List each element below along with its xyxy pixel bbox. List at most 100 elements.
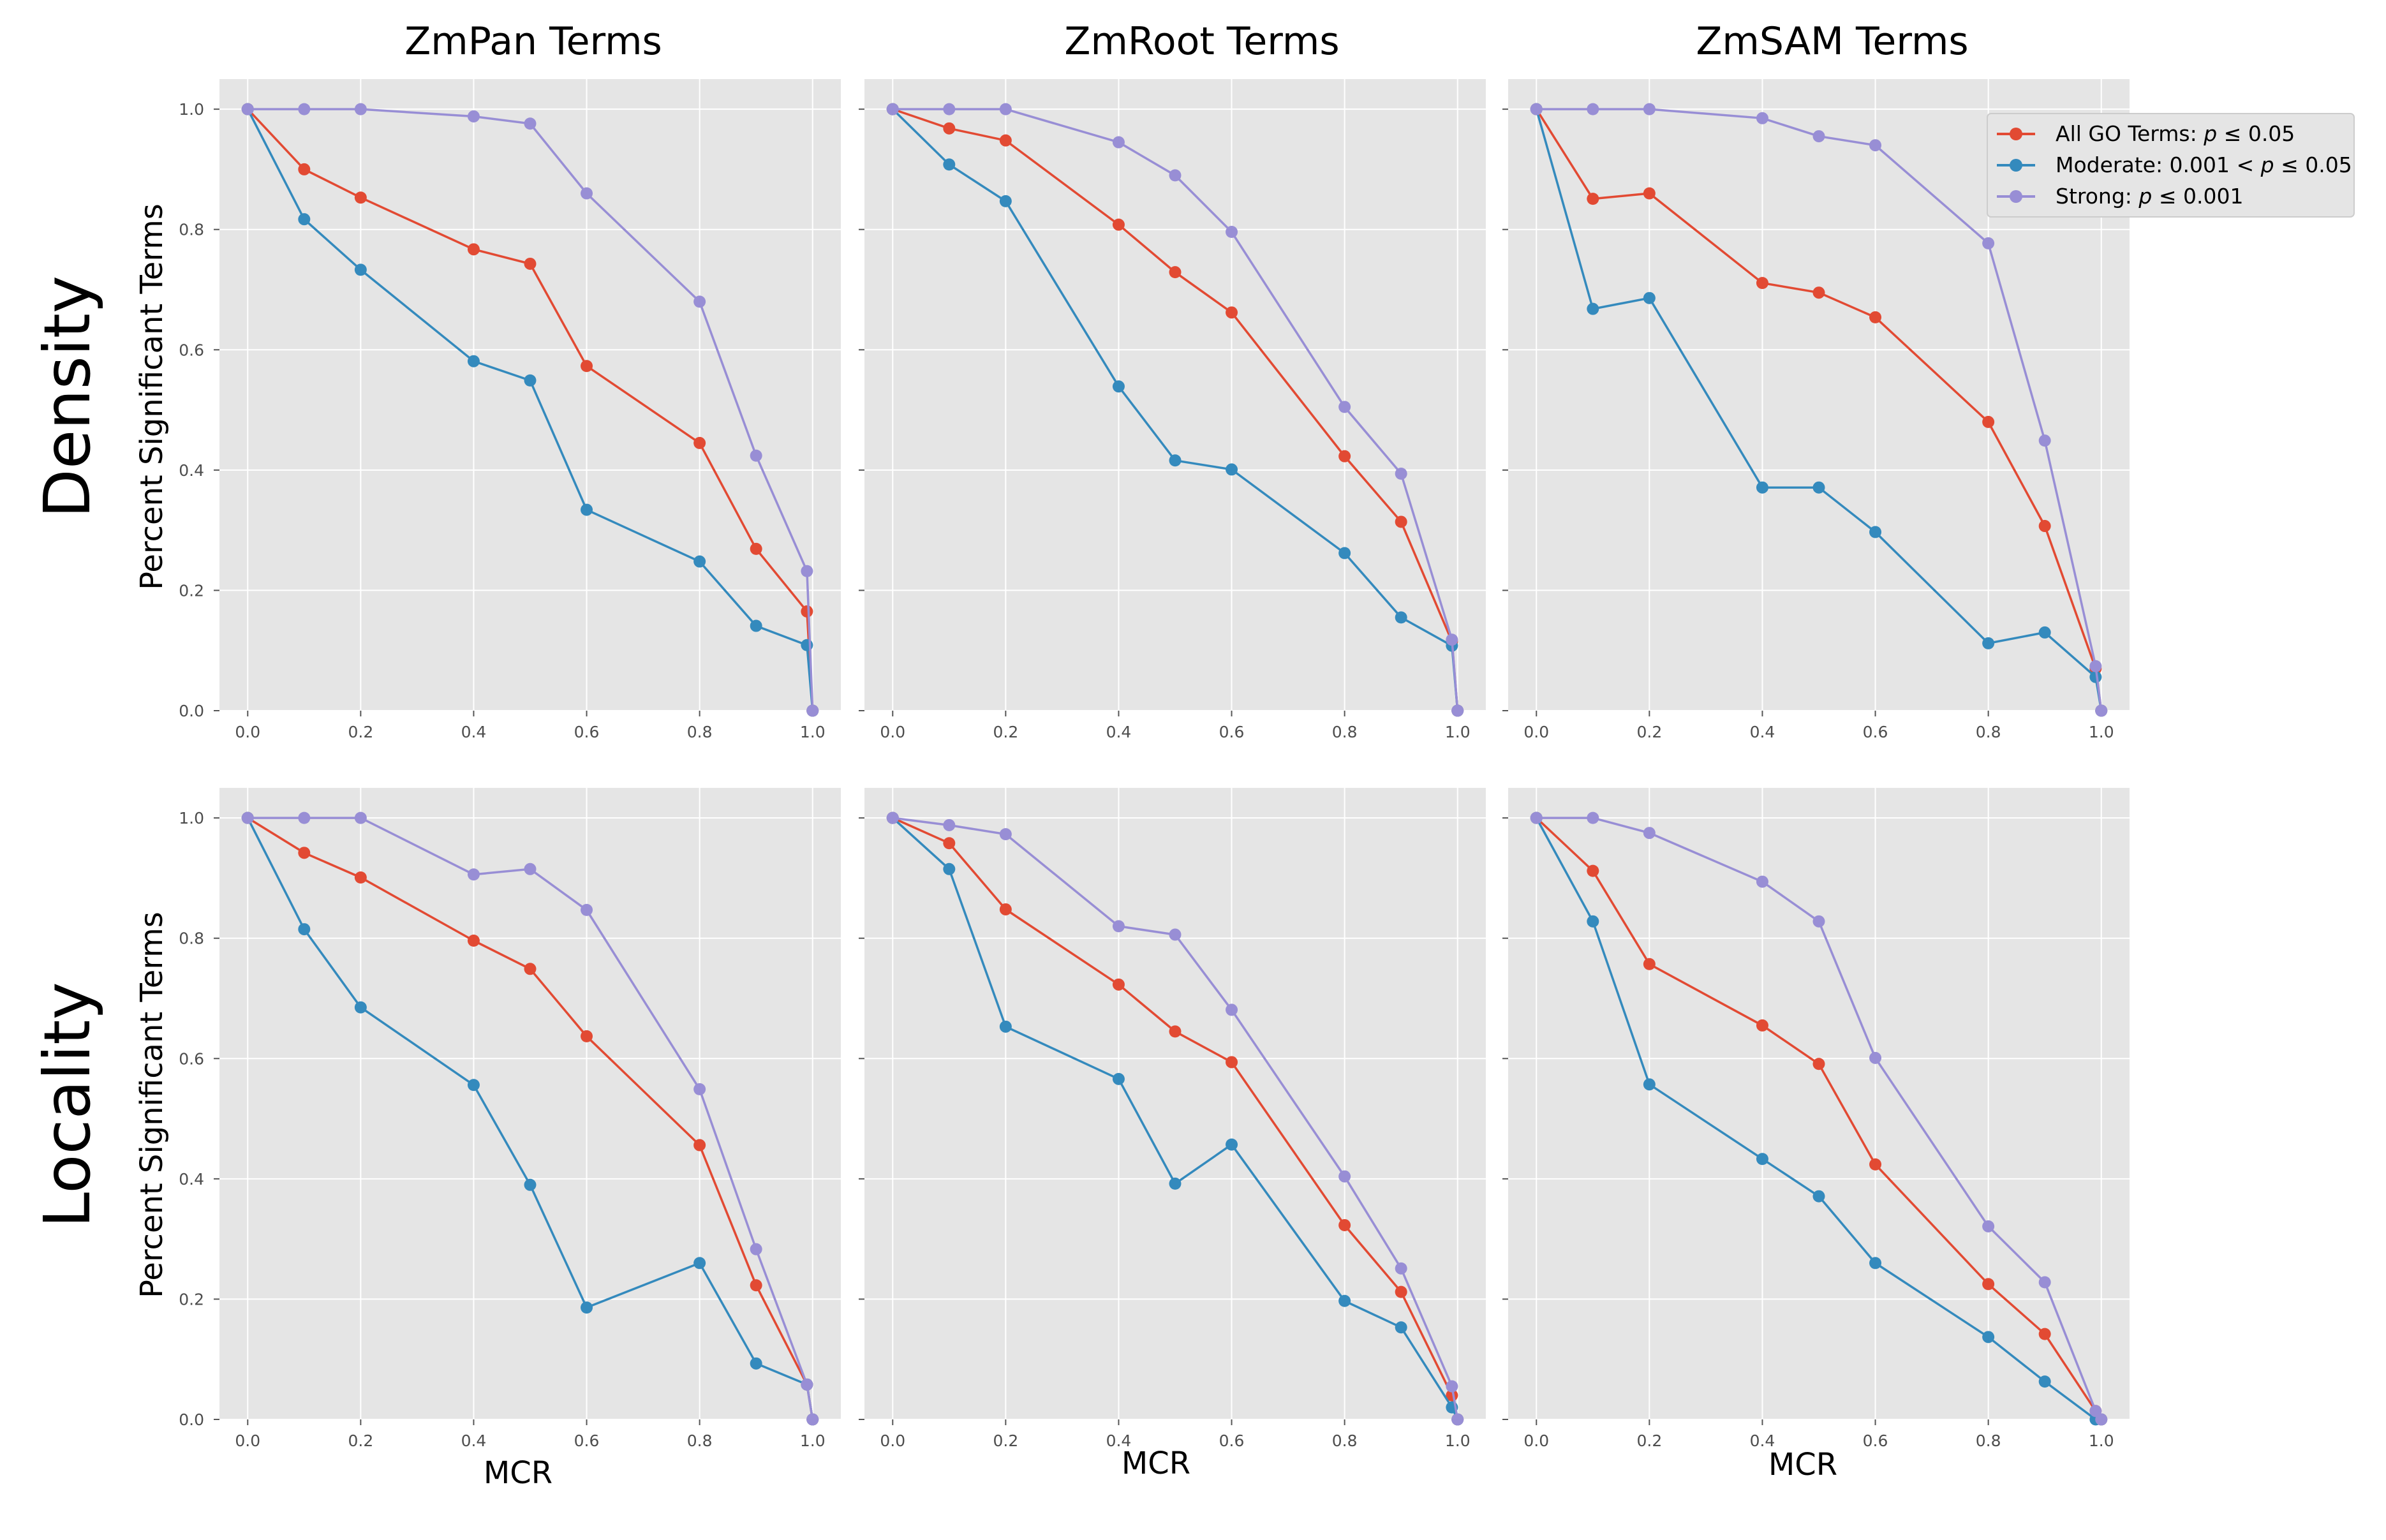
data-point-moderate bbox=[943, 158, 956, 171]
series-line-strong bbox=[893, 108, 1459, 711]
plot-area bbox=[219, 788, 841, 1419]
legend-marker-all-go bbox=[2010, 128, 2022, 140]
y-tick-label: 0.4 bbox=[179, 461, 204, 480]
data-point-all-go bbox=[693, 1139, 706, 1151]
data-point-strong bbox=[943, 103, 956, 115]
col-title-zmpan: ZmPan Terms bbox=[404, 19, 662, 64]
legend-label-strong: Strong: p ≤ 0.001 bbox=[2056, 184, 2243, 209]
data-point-strong bbox=[1395, 468, 1407, 480]
data-point-strong bbox=[999, 828, 1012, 841]
data-point-strong bbox=[467, 110, 480, 122]
data-point-moderate bbox=[524, 1178, 537, 1191]
x-tick-label: 0.2 bbox=[993, 723, 1018, 741]
data-point-moderate bbox=[1756, 481, 1768, 494]
data-point-strong bbox=[1869, 1051, 1882, 1064]
x-tick-label: 0.4 bbox=[1750, 1432, 1775, 1450]
x-tick-label: 0.0 bbox=[1523, 723, 1549, 741]
data-point-moderate bbox=[298, 923, 311, 936]
data-point-strong bbox=[1869, 139, 1882, 152]
legend-entry-all-go: All GO Terms: p ≤ 0.05 bbox=[1997, 121, 2295, 146]
data-point-moderate bbox=[354, 1001, 367, 1014]
data-point-strong bbox=[1812, 915, 1825, 928]
data-point-strong bbox=[1756, 875, 1768, 888]
data-point-moderate bbox=[1112, 1072, 1125, 1085]
data-point-all-go bbox=[581, 1030, 593, 1042]
data-point-strong bbox=[1982, 1220, 1995, 1233]
x-tick-label: 0.6 bbox=[574, 1432, 600, 1450]
data-point-all-go bbox=[693, 436, 706, 449]
x-tick-label: 0.2 bbox=[1636, 723, 1662, 741]
data-point-moderate bbox=[2089, 670, 2102, 683]
data-point-strong bbox=[2038, 434, 2051, 447]
data-point-all-go bbox=[581, 360, 593, 373]
x-tick-label: 0.4 bbox=[461, 723, 487, 741]
y-tick-label: 0.0 bbox=[179, 1410, 204, 1429]
data-point-all-go bbox=[1169, 266, 1182, 279]
x-tick-label: 0.6 bbox=[1219, 723, 1245, 741]
y-tick-label: 0.6 bbox=[179, 1049, 204, 1068]
data-point-strong bbox=[524, 863, 537, 875]
data-point-strong bbox=[886, 103, 899, 115]
data-point-strong bbox=[1812, 130, 1825, 143]
data-point-moderate bbox=[750, 1357, 762, 1370]
x-tick-label: 1.0 bbox=[800, 723, 826, 741]
data-point-moderate bbox=[943, 863, 956, 875]
data-point-strong bbox=[2095, 1413, 2108, 1426]
data-point-all-go bbox=[467, 934, 480, 947]
data-point-all-go bbox=[1643, 187, 1656, 200]
data-point-strong bbox=[1530, 811, 1543, 824]
data-point-strong bbox=[524, 117, 537, 130]
data-point-all-go bbox=[524, 257, 537, 270]
data-point-moderate bbox=[1587, 915, 1599, 928]
x-tick-label: 1.0 bbox=[1445, 1432, 1471, 1450]
data-point-moderate bbox=[581, 1301, 593, 1314]
data-point-moderate bbox=[1982, 637, 1995, 649]
x-tick-label: 0.4 bbox=[461, 1432, 487, 1450]
series-line-strong bbox=[248, 817, 814, 1420]
data-point-moderate bbox=[2038, 1375, 2051, 1388]
data-point-all-go bbox=[1338, 450, 1351, 463]
series-line-strong bbox=[1536, 817, 2103, 1420]
data-point-all-go bbox=[801, 605, 813, 618]
y-tick-label: 0.2 bbox=[179, 1290, 204, 1308]
x-tick-label: 0.2 bbox=[993, 1432, 1018, 1450]
data-point-strong bbox=[1338, 1170, 1351, 1183]
data-point-moderate bbox=[693, 1257, 706, 1270]
data-point-strong bbox=[1643, 103, 1656, 115]
data-point-all-go bbox=[1226, 306, 1238, 319]
x-tick-label: 0.4 bbox=[1106, 723, 1132, 741]
x-tick-label: 0.2 bbox=[348, 723, 373, 741]
data-point-moderate bbox=[1226, 1138, 1238, 1151]
data-point-strong bbox=[1643, 827, 1656, 840]
data-point-strong bbox=[1338, 401, 1351, 413]
data-point-all-go bbox=[750, 542, 762, 555]
x-axis-label-zmroot: MCR bbox=[1122, 1446, 1190, 1481]
x-tick-label: 0.6 bbox=[1863, 1432, 1888, 1450]
series-line-all-go bbox=[247, 108, 814, 711]
data-point-strong bbox=[1446, 633, 1458, 646]
row-label-density: Density bbox=[30, 276, 105, 518]
data-point-all-go bbox=[1812, 1058, 1825, 1070]
data-point-strong bbox=[2038, 1276, 2051, 1289]
y-tick-label: 1.0 bbox=[179, 809, 204, 827]
x-tick-label: 0.0 bbox=[880, 1432, 905, 1450]
series-line-moderate bbox=[892, 108, 1459, 711]
data-point-all-go bbox=[1643, 958, 1656, 970]
data-point-strong bbox=[1451, 1413, 1464, 1426]
data-point-all-go bbox=[1756, 1019, 1768, 1032]
data-point-moderate bbox=[467, 355, 480, 367]
legend: All GO Terms: p ≤ 0.05 Moderate: 0.001 <… bbox=[1987, 113, 2355, 218]
data-point-strong bbox=[1982, 237, 1995, 249]
data-point-strong bbox=[2095, 704, 2108, 717]
data-point-moderate bbox=[1395, 1321, 1407, 1334]
panels: 0.0 0.0 0.2 0.2 0.4 0.4 0.6 0.6 0.8 0.8 1.0 1.0 0.0 0… bbox=[179, 79, 2130, 1450]
x-tick-label: 0.6 bbox=[1863, 723, 1888, 741]
data-point-all-go bbox=[1587, 193, 1599, 205]
data-point-strong bbox=[750, 1243, 762, 1255]
data-point-strong bbox=[1226, 1003, 1238, 1016]
y-tick-label: 0.8 bbox=[179, 221, 204, 239]
data-point-strong bbox=[801, 565, 813, 577]
x-tick-label: 0.8 bbox=[1976, 1432, 2001, 1450]
data-point-strong bbox=[241, 103, 254, 115]
